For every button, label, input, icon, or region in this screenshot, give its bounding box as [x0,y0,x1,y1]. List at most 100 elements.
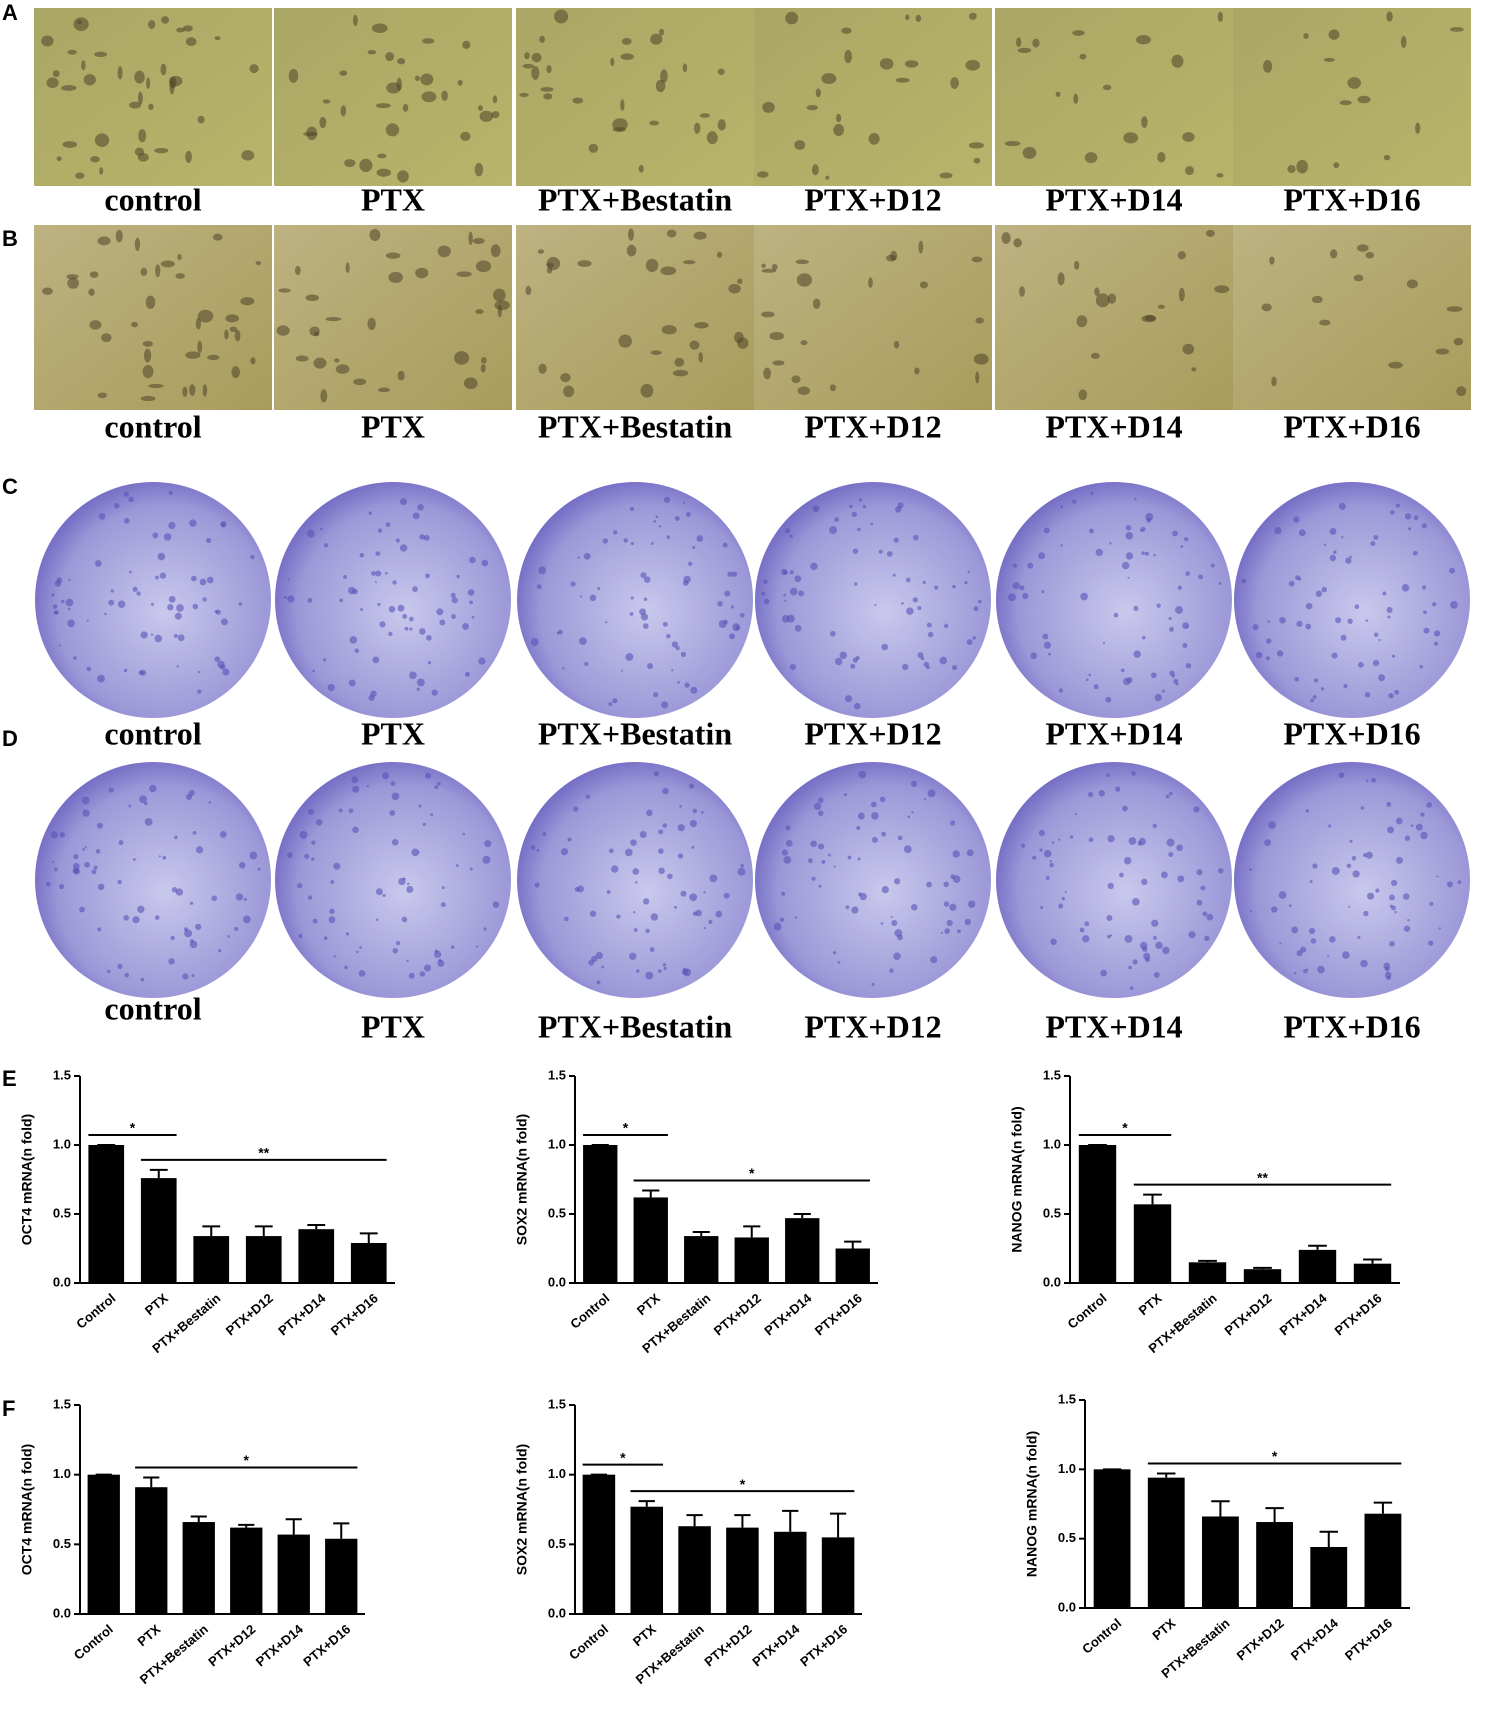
colony [794,624,802,632]
colony [136,591,141,596]
cell-cluster [472,237,485,245]
colony [679,805,682,808]
colony [304,853,310,859]
cell-cluster [577,260,592,267]
colony [234,927,239,932]
cell-cluster [905,14,910,21]
colony [211,895,218,902]
cell-cluster [234,329,241,342]
cell-cluster [386,82,401,94]
colony [1279,616,1286,624]
cell-cluster [422,38,435,44]
cell-cluster [145,295,156,310]
y-tick-label: 0.0 [548,1274,566,1289]
colony [630,541,634,546]
cell-cluster [185,37,197,47]
colony [584,661,589,667]
colony [671,669,674,672]
colony [1125,525,1132,531]
cell-cluster [479,110,494,122]
colony [214,656,221,663]
image-label: PTX+Bestatin [538,408,732,444]
culture-dish [275,482,511,718]
colony [1138,837,1146,846]
cell-cluster [480,357,487,364]
colony [86,666,92,672]
colony [158,855,161,858]
cell-cluster [492,95,498,104]
colony [810,840,817,848]
colony [1317,965,1325,974]
colony [862,504,867,509]
cell-cluster [142,340,153,347]
colony [140,977,145,982]
colony [84,846,87,849]
cell-cluster [1141,116,1148,129]
colony [1327,955,1330,958]
colony [1134,497,1137,501]
cell-cluster [1032,38,1040,48]
cell-cluster [1383,154,1391,161]
cell-cluster [796,273,813,287]
colony [220,664,226,670]
colony [1079,927,1085,933]
cell-cluster [339,70,348,76]
colony [943,881,949,888]
x-tick-label: PTX+D14 [1288,1615,1342,1663]
colony [950,874,956,880]
cell-cluster [524,52,530,60]
x-tick-label: PTX+D14 [1277,1290,1331,1338]
cell-cluster [385,123,400,137]
colony [1198,574,1203,580]
colony [157,552,166,561]
cell-cluster [769,331,784,341]
colony [1160,871,1168,879]
colony [348,808,354,814]
cell-cluster [1333,162,1340,169]
colony [564,916,569,922]
colony [677,853,684,859]
colony [1060,505,1064,509]
colony [1375,888,1380,893]
colony [740,863,744,868]
cell-cluster [359,158,373,173]
cell-cluster [137,152,149,162]
cell-cluster [140,395,156,402]
colony [469,600,473,605]
colony [794,575,802,583]
culture-dish [35,482,271,718]
cell-cluster [1456,386,1467,397]
colony [411,848,420,857]
x-tick-label: PTX+D16 [797,1621,850,1669]
colony [184,929,193,938]
cell-cluster [480,364,486,373]
colony [943,901,950,907]
colony [821,859,826,864]
colony [154,634,163,643]
colony [1049,862,1054,868]
colony [1120,668,1125,673]
colony [562,667,565,670]
bar [821,1537,855,1614]
colony [412,586,418,592]
colony [684,682,690,688]
colony [1193,806,1200,813]
cell-cluster [334,358,340,363]
colony [1333,550,1337,554]
colony [118,840,124,846]
cell-cluster [546,65,552,74]
colony [794,916,798,919]
colony [1153,972,1160,978]
colony [1050,938,1057,945]
colony [329,908,335,914]
bar [1364,1513,1402,1608]
colony [789,663,797,671]
colony [1305,623,1312,630]
colony [1144,957,1151,963]
colony [662,823,668,829]
colony [1129,986,1134,991]
cell-cluster [182,386,188,397]
cell-cluster [836,113,842,123]
x-tick-label: PTX [1136,1290,1165,1318]
cell-cluster [1079,53,1087,60]
